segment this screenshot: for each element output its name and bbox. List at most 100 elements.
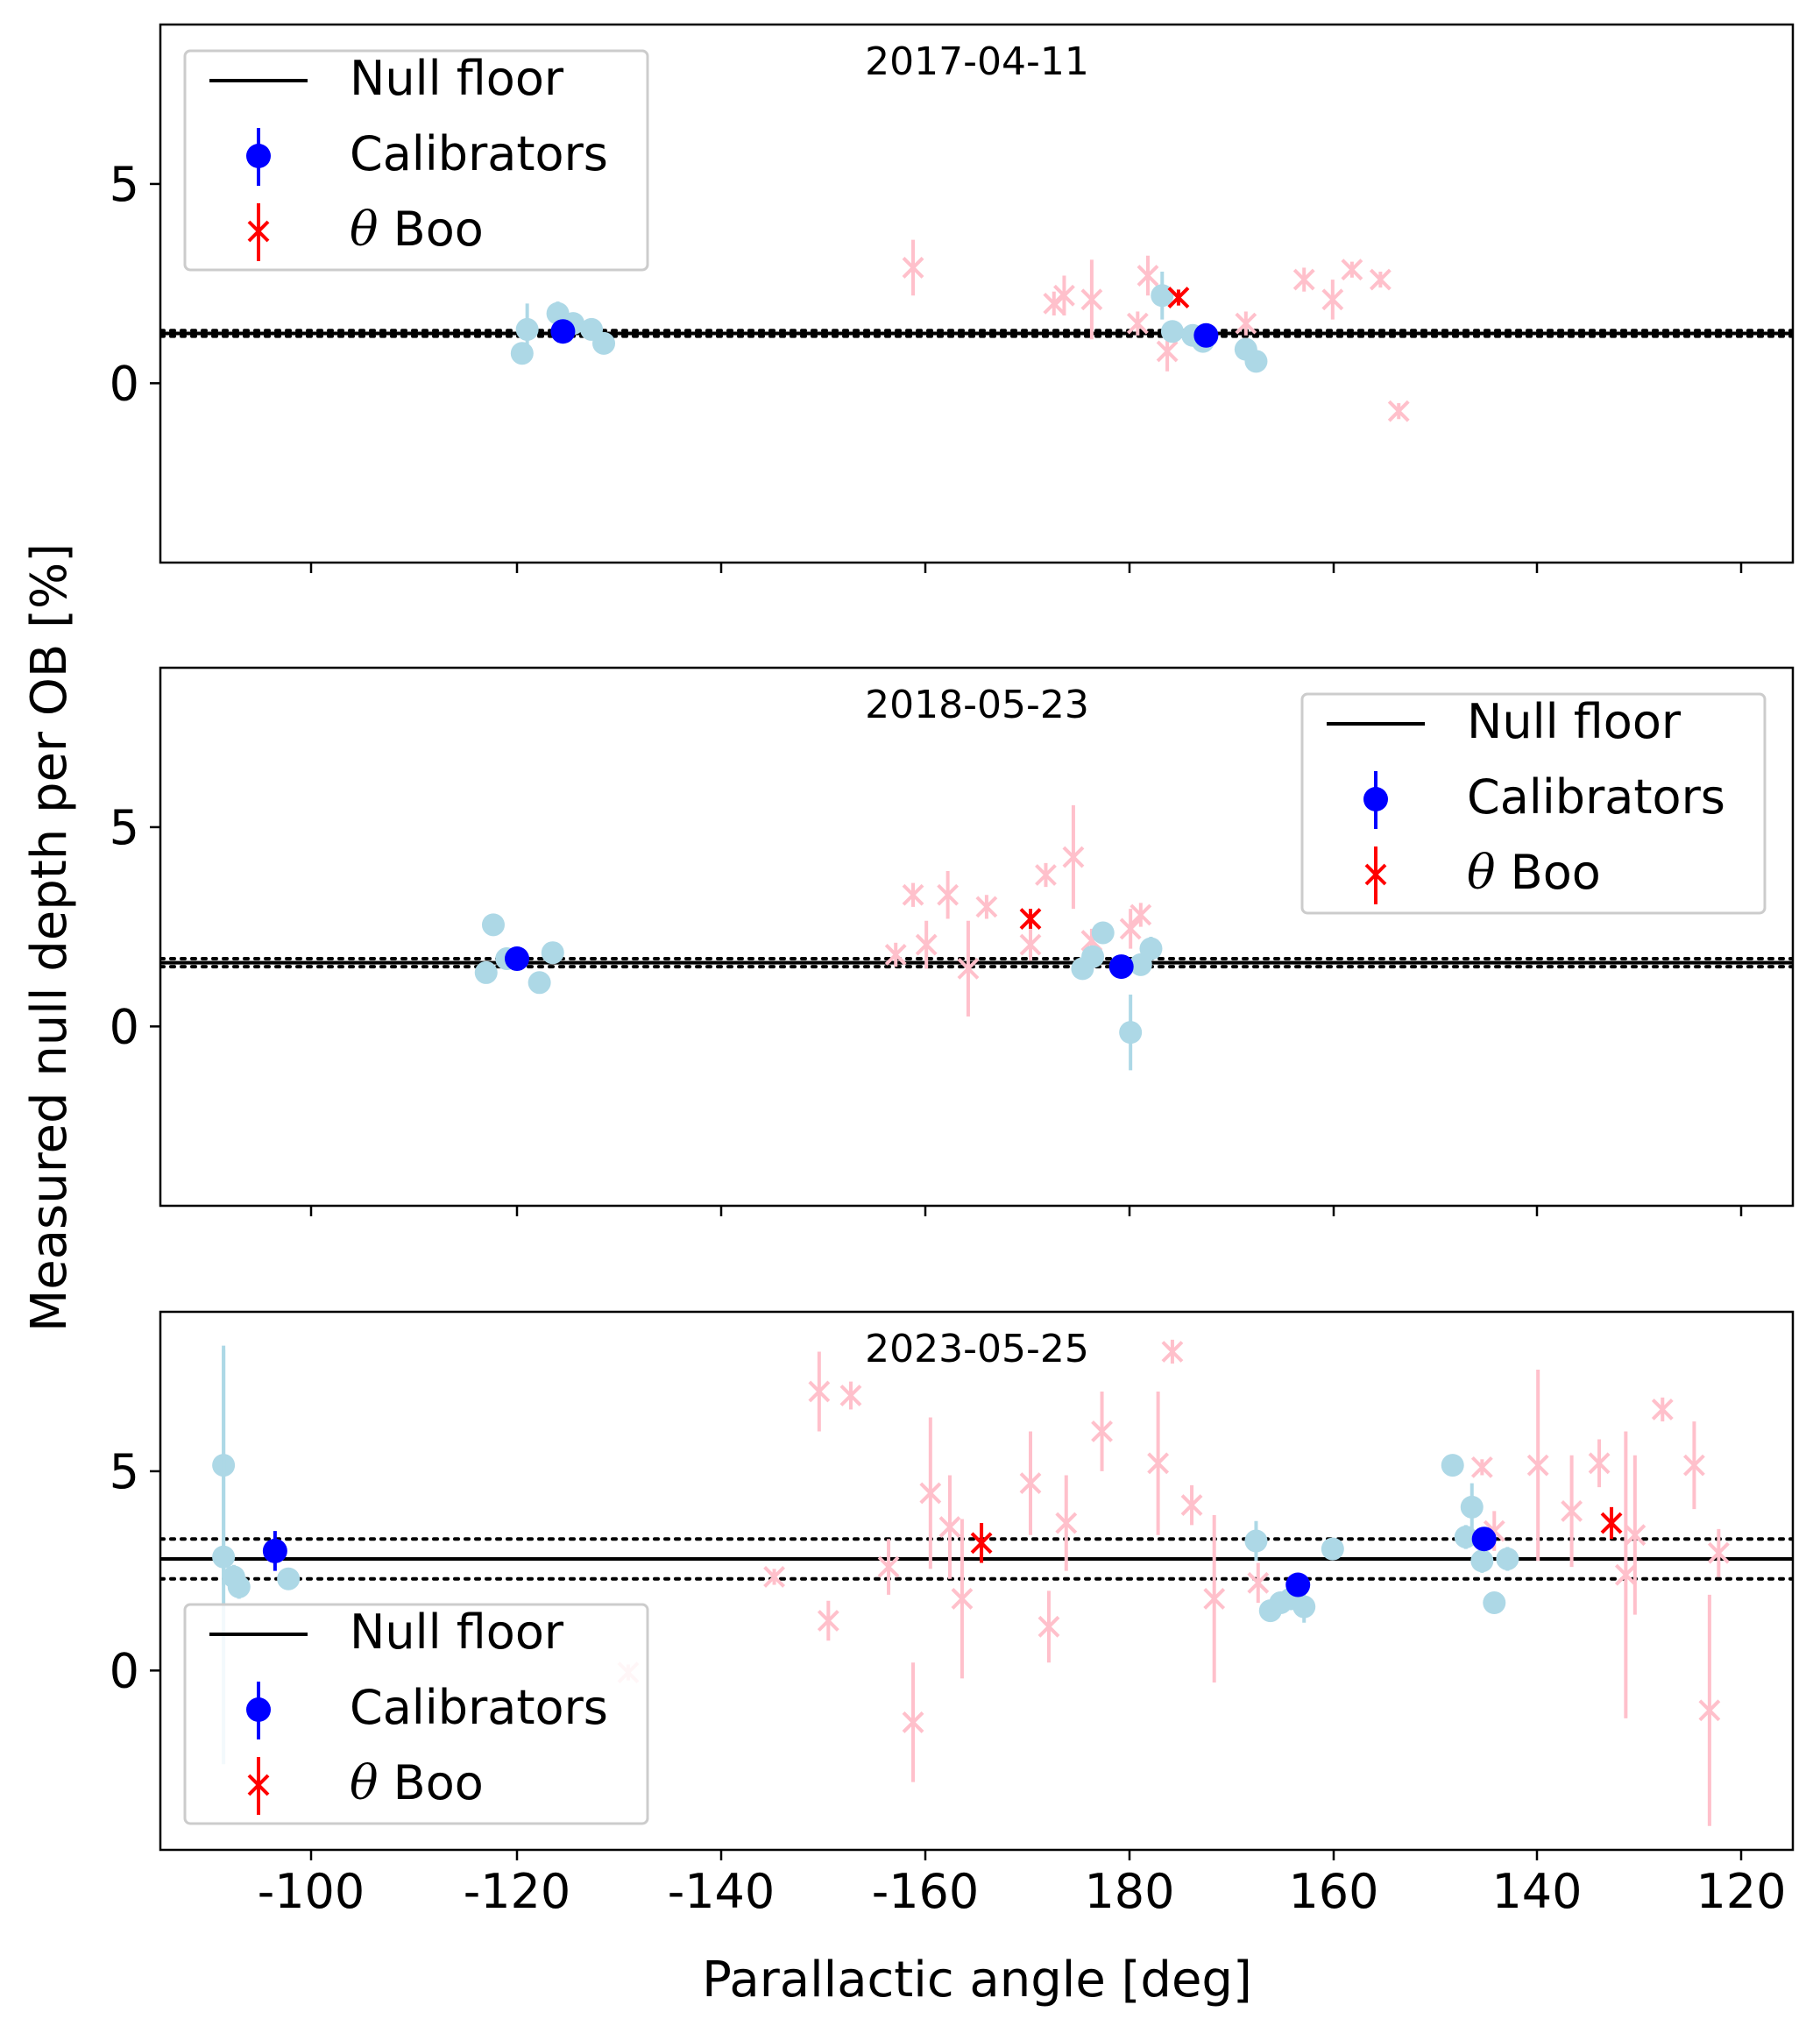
panel-data — [160, 239, 1793, 422]
panel-title: 2018-05-23 — [865, 683, 1089, 727]
target-point-b — [1651, 1399, 1674, 1420]
panel-title: 2023-05-25 — [865, 1327, 1089, 1371]
target-point-b — [1292, 268, 1315, 291]
target-point-b — [1561, 1499, 1583, 1522]
panel-3: -100 -120 -140 -160 180 160 140 120 5 0 2023-05-25… — [110, 1310, 1795, 1919]
target-point-b — [1470, 1456, 1493, 1478]
target-mean-b — [1167, 287, 1190, 308]
x-tick-label: -100 — [258, 1864, 365, 1919]
calibrator-mean — [550, 319, 576, 344]
target-point-b — [884, 944, 907, 966]
target-point-b — [915, 933, 938, 956]
target-point-b — [1080, 288, 1103, 311]
calibrator-mean — [505, 946, 529, 972]
target-mean-b — [970, 1532, 993, 1555]
calibrator-point — [1160, 320, 1184, 344]
target-point-b — [839, 1385, 862, 1406]
target-point-b — [1035, 864, 1057, 886]
target-point-b — [1137, 265, 1159, 287]
calibrator-point — [1091, 921, 1115, 945]
calibrator-point — [277, 1567, 301, 1590]
y-tick-label: 0 — [110, 999, 139, 1054]
target-point-b — [1624, 1524, 1646, 1547]
calibrator-point — [592, 331, 616, 355]
legend-box — [1300, 692, 1767, 915]
legend-calibrators-label: Calibrators — [1467, 769, 1725, 825]
target-point-b — [1053, 284, 1075, 307]
legend-null-floor-label: Null floor — [350, 1605, 564, 1660]
calibrator-point — [1460, 1495, 1484, 1519]
target-point-b — [1119, 917, 1142, 940]
legend-calibrators-swatch — [1363, 787, 1388, 811]
legend-box — [183, 1603, 649, 1825]
x-axis-label: Parallactic angle [deg] — [702, 1952, 1252, 2008]
calibrator-point — [1483, 1591, 1506, 1615]
calibrator-point — [481, 913, 505, 937]
calibrator-point — [528, 971, 551, 995]
legend-calibrators-swatch — [246, 1697, 271, 1722]
calibrator-point — [515, 317, 539, 341]
calibrator-point — [541, 941, 564, 965]
target-point-b — [957, 957, 980, 980]
x-tick-label: -160 — [872, 1864, 980, 1919]
target-point-b — [919, 1482, 942, 1505]
x-tick-label: 160 — [1288, 1864, 1378, 1919]
legend-target-label: θ Boo — [1467, 845, 1601, 900]
calibrator-point — [1441, 1454, 1464, 1477]
legend-box — [183, 49, 649, 272]
panel-data — [160, 804, 1793, 1071]
y-tick-label: 0 — [110, 356, 139, 411]
target-point-b — [1019, 1472, 1042, 1494]
calibrator-point — [1454, 1525, 1477, 1548]
target-point-b — [1062, 846, 1085, 868]
calibrator-point — [1321, 1537, 1344, 1561]
target-point-b — [1369, 268, 1392, 291]
target-mean-b — [1600, 1512, 1623, 1534]
target-point-b — [1341, 259, 1363, 281]
calibrator-mean — [1285, 1572, 1311, 1597]
calibrator-point — [1244, 1529, 1268, 1553]
target-point-b — [1588, 1452, 1611, 1475]
y-tick-label: 5 — [110, 157, 139, 212]
x-tick-label: -120 — [464, 1864, 571, 1919]
legend-target-name: Boo — [379, 202, 484, 257]
legend-target-name: Boo — [379, 1755, 484, 1810]
panel-2: 5 0 2018-05-23 Null floor Calibrators θ Boo — [110, 666, 1795, 1216]
y-axis-label: Measured null depth per OB [%] — [21, 543, 78, 1332]
calibrator-point — [1119, 1021, 1143, 1045]
y-tick-label: 5 — [110, 800, 139, 855]
target-point-b — [902, 883, 924, 906]
target-point-b — [1614, 1563, 1637, 1586]
target-point-b — [763, 1566, 785, 1588]
x-tick-label: 140 — [1491, 1864, 1582, 1919]
legend: Null floor Calibrators θ Boo — [1300, 692, 1767, 915]
target-point-b — [1156, 340, 1179, 363]
target-point-b — [1130, 903, 1152, 926]
target-point-b — [1526, 1454, 1549, 1477]
legend-calibrators-swatch — [246, 144, 271, 168]
target-point-b — [1321, 288, 1344, 311]
panel-1: 5 0 2017-04-11 Null floor Calibrators θ Boo — [110, 23, 1795, 573]
legend-target-name: Boo — [1496, 845, 1601, 900]
target-point-b — [1161, 1341, 1184, 1363]
target-point-b — [817, 1610, 839, 1632]
calibrator-point — [1139, 937, 1163, 960]
target-point-b — [1682, 1454, 1705, 1477]
axes-frame — [159, 23, 1795, 564]
target-point-b — [975, 896, 998, 918]
target-point-b — [951, 1588, 974, 1610]
legend-target-greek: θ — [1467, 845, 1496, 900]
panel-data — [160, 1339, 1793, 1826]
calibrator-point — [1244, 350, 1268, 373]
target-point-b — [1698, 1699, 1721, 1722]
legend-target-label: θ Boo — [350, 1755, 484, 1810]
target-point-b — [902, 1711, 924, 1733]
target-point-b — [937, 883, 960, 906]
legend-null-floor-label: Null floor — [1467, 694, 1682, 749]
target-mean-b — [1019, 908, 1042, 930]
target-point-b — [877, 1555, 900, 1578]
axes-frame — [159, 1310, 1795, 1852]
target-point-b — [1055, 1512, 1078, 1534]
legend-calibrators-label: Calibrators — [350, 1680, 608, 1735]
legend-target-greek: θ — [350, 1755, 379, 1810]
